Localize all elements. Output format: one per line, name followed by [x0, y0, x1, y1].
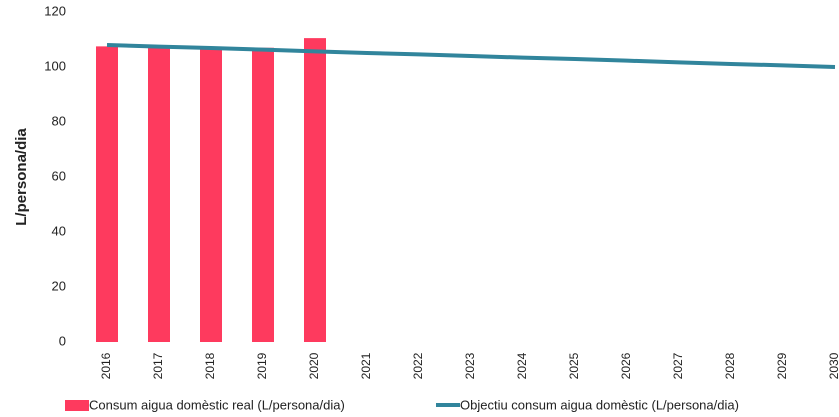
- x-tick-label: 2030: [827, 352, 839, 379]
- y-tick-label: 60: [52, 168, 66, 183]
- x-tick-label: 2017: [151, 352, 165, 379]
- x-tick-label: 2020: [307, 352, 321, 379]
- bar: [96, 46, 118, 342]
- y-tick-label: 40: [52, 223, 66, 238]
- bar: [304, 38, 326, 342]
- x-tick-label: 2026: [619, 352, 633, 379]
- x-tick-label: 2027: [671, 352, 685, 379]
- y-tick-label: 80: [52, 113, 66, 128]
- line: [106, 43, 836, 69]
- x-tick-label: 2028: [723, 352, 737, 379]
- bar: [148, 46, 170, 342]
- legend-label: Consum aigua domèstic real (L/persona/di…: [89, 397, 345, 412]
- x-tick-label: 2018: [203, 352, 217, 379]
- y-tick-label: 120: [44, 3, 66, 18]
- x-tick-label: 2023: [463, 352, 477, 379]
- x-tick-label: 2029: [775, 352, 789, 379]
- bar: [252, 47, 274, 342]
- x-tick-label: 2025: [567, 352, 581, 379]
- y-tick-label: 100: [44, 58, 66, 73]
- x-tick-label: 2016: [99, 352, 113, 379]
- bar: [200, 49, 222, 342]
- x-tick-label: 2021: [359, 352, 373, 379]
- x-tick-label: 2022: [411, 352, 425, 379]
- x-tick-label: 2019: [255, 352, 269, 379]
- y-axis-title: L/persona/dia: [13, 128, 30, 226]
- x-tick-label: 2024: [515, 352, 529, 379]
- y-tick-label: 20: [52, 278, 66, 293]
- y-tick-label: 0: [59, 333, 66, 348]
- legend-swatch: [65, 400, 89, 411]
- legend-label: Objectiu consum aigua domèstic (L/person…: [460, 397, 739, 412]
